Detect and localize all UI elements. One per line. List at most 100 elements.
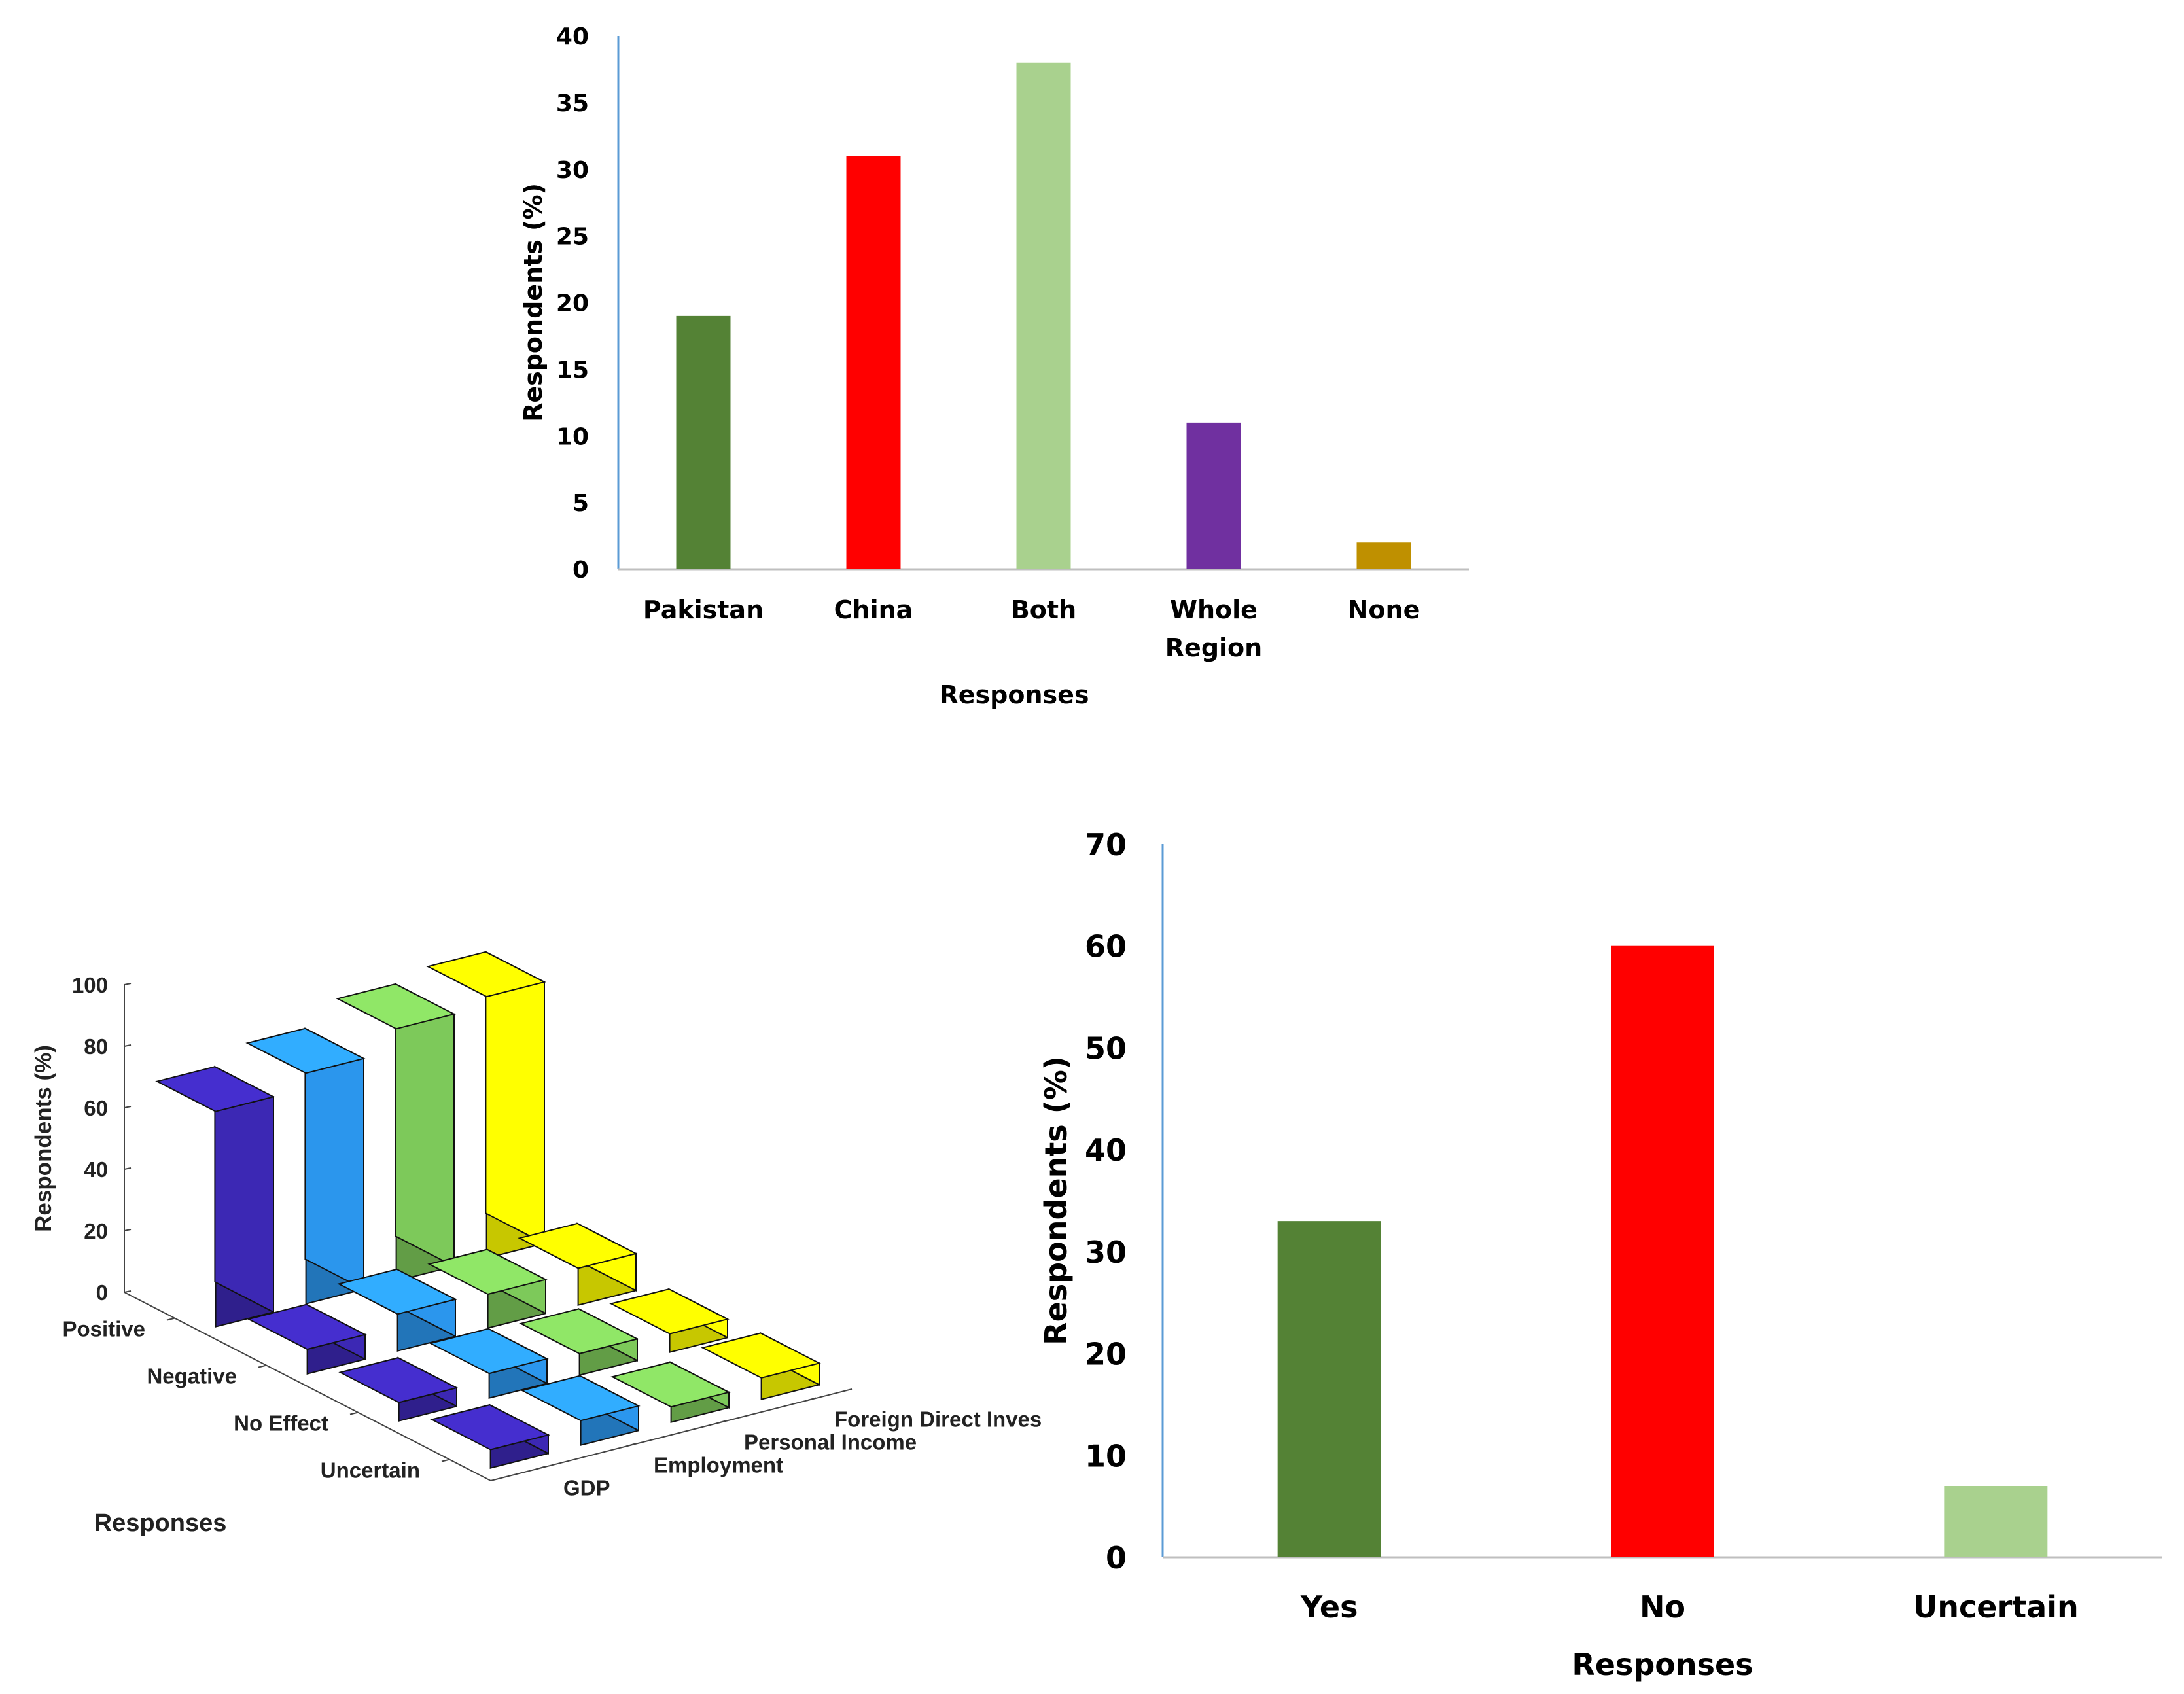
y-tick-label: 10 <box>1085 1438 1127 1473</box>
y-tick-label: 5 <box>572 490 589 517</box>
bar-foreign-direct-inves-negative <box>518 1222 638 1306</box>
col-tick <box>716 1420 726 1424</box>
y-tick-label: 30 <box>1085 1235 1127 1270</box>
chart-yes-no-uncertain: 0 10 20 30 40 50 60 70 Yes No Uncertain Responses Re… <box>1038 827 2162 1682</box>
chart-regional-benefit: 0 5 10 15 20 25 30 35 40 Pakistan China Both Whole Re… <box>519 24 1469 709</box>
col-axis-line <box>490 1388 853 1481</box>
row-tick <box>441 1458 450 1462</box>
row-tick-label: Uncertain <box>321 1458 420 1483</box>
bar-side-face <box>485 951 545 1244</box>
y-tick-label: 0 <box>572 557 589 584</box>
z-tick-label: 80 <box>84 1034 108 1059</box>
bar-top-face <box>429 1328 549 1375</box>
y-tick-label: 25 <box>556 224 589 251</box>
y-axis-title: Respondents (%) <box>519 183 548 422</box>
bar-both <box>1016 62 1071 569</box>
y-tick-label: 40 <box>556 24 589 50</box>
chart-economic-effects-3d: 0 20 40 60 80 100 Respondents (%) PositiveNegat… <box>31 951 1042 1537</box>
bar-top-face <box>610 1361 731 1408</box>
x-tick-label: Pakistan <box>643 595 764 624</box>
bar-employment-no-effect <box>429 1328 549 1399</box>
y-tick-label: 30 <box>556 157 589 184</box>
bar-top-face <box>155 1066 275 1112</box>
bar-top-face <box>426 951 546 998</box>
bar-top-face <box>247 1303 367 1350</box>
bar-gdp-no-effect <box>338 1356 459 1422</box>
bar-gdp-positive <box>155 1065 275 1328</box>
bar-foreign-direct-inves-uncertain <box>701 1332 821 1400</box>
x-tick-label: None <box>1348 595 1420 624</box>
bar-gdp-negative <box>247 1303 367 1375</box>
bar-top-face <box>336 983 456 1030</box>
z-tick <box>124 1290 132 1293</box>
bar-top-face <box>520 1375 641 1422</box>
bar-china <box>846 156 901 569</box>
row-tick-label: No Effect <box>234 1411 328 1436</box>
z-tick-label: 20 <box>84 1219 108 1243</box>
col-tick <box>625 1443 636 1447</box>
x-tick-label: Both <box>1011 595 1076 624</box>
bar-top-face <box>337 1268 457 1315</box>
col-tick-label: GDP <box>563 1476 610 1500</box>
col-tick <box>806 1397 817 1402</box>
bar-top-face <box>338 1357 459 1403</box>
z-tick-label: 60 <box>84 1096 108 1120</box>
bar-pakistan <box>676 315 731 569</box>
bar-personal-income-uncertain <box>610 1361 731 1423</box>
z-tick-label: 100 <box>72 973 108 997</box>
y-tick-label: 20 <box>1085 1337 1127 1372</box>
y-tick-label: 70 <box>1085 827 1127 862</box>
bar-uncertain <box>1944 1486 2048 1557</box>
bar-top-face <box>245 1027 366 1074</box>
x-tick-label: Whole <box>1170 595 1258 624</box>
bar-top-face <box>609 1288 730 1335</box>
bar-foreign-direct-inves-positive <box>426 951 546 1259</box>
bar-personal-income-no-effect <box>519 1307 639 1376</box>
bar-no <box>1611 945 1714 1557</box>
row-tick-label: Negative <box>147 1364 237 1388</box>
row-axis-line <box>124 1292 491 1481</box>
row-tick <box>258 1364 267 1368</box>
y-tick-label: 50 <box>1085 1031 1127 1066</box>
col-tick-label: Foreign Direct Inves <box>834 1407 1042 1432</box>
row-tick <box>166 1317 175 1321</box>
bar-whole-region <box>1186 422 1241 569</box>
bar-personal-income-negative <box>427 1248 548 1329</box>
bar-top-face <box>518 1222 638 1269</box>
x-tick-label: Yes <box>1300 1589 1358 1625</box>
col-tick <box>535 1466 546 1470</box>
bar-employment-negative <box>337 1268 457 1352</box>
y-tick-label: 35 <box>556 90 589 117</box>
row-tick-label: Positive <box>62 1317 145 1341</box>
x-tick-label: China <box>834 595 913 624</box>
z-tick-label: 40 <box>84 1157 108 1182</box>
row-tick <box>349 1411 359 1415</box>
x-axis-title: Responses <box>939 680 1089 709</box>
x-axis-title: Responses <box>1572 1647 1753 1682</box>
bar-none <box>1356 542 1411 569</box>
y-tick-label: 20 <box>556 291 589 317</box>
z-axis-title: Respondents (%) <box>31 1045 56 1232</box>
bar-gdp-uncertain <box>430 1403 550 1469</box>
bar-top-face <box>701 1332 821 1379</box>
z-tick <box>124 1229 132 1231</box>
x-tick-label: Region <box>1165 633 1262 662</box>
bar-top-face <box>427 1248 548 1296</box>
col-tick-label: Personal Income <box>744 1430 917 1455</box>
x-tick-label: Uncertain <box>1913 1589 2079 1625</box>
x-tick-label: No <box>1640 1589 1685 1625</box>
y-tick-label: 40 <box>1085 1133 1127 1168</box>
z-tick <box>124 1167 132 1170</box>
bar-employment-uncertain <box>520 1375 641 1446</box>
y-tick-label: 0 <box>1106 1540 1127 1576</box>
z-tick <box>124 983 132 985</box>
y-tick-label: 15 <box>556 357 589 383</box>
bar-foreign-direct-inves-no-effect <box>609 1288 730 1353</box>
z-tick <box>124 1106 132 1108</box>
bar-top-face <box>519 1308 639 1354</box>
bar-employment-positive <box>245 1027 366 1305</box>
row-axis-title: Responses <box>94 1509 227 1537</box>
bar-top-face <box>430 1404 550 1451</box>
y-tick-label: 10 <box>556 423 589 450</box>
